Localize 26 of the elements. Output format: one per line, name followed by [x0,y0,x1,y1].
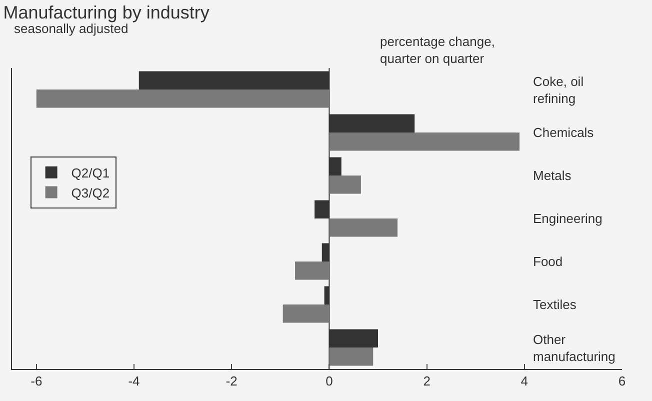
x-tick-label: 4 [520,374,528,389]
bar [329,176,361,194]
x-tick-label: -2 [226,374,238,389]
x-tick-label: 6 [618,374,626,389]
bar [329,132,520,151]
y-tick-label: Other manufacturing [533,332,616,364]
bar [282,304,330,323]
x-tick-label: 0 [326,374,333,389]
chart-subtitle: seasonally adjusted [14,21,128,36]
y-tick-label: Coke, oil refining [533,74,584,106]
text: percentage change, quarter on quarter [380,34,495,66]
y-tick-label: Engineering [533,211,602,226]
x-tick-label: -6 [30,374,42,389]
chart-title: Manufacturing by industry [3,2,210,23]
legend-label: Q2/Q1 [71,165,110,180]
x-tick-label: -4 [128,374,140,389]
bar [329,348,374,366]
legend-label: Q3/Q2 [71,185,110,200]
y-tick-label: Metals [533,168,572,183]
bar [329,218,398,237]
y-tick-label: Food [533,254,563,269]
y-tick-label: Chemicals [533,125,594,140]
x-tick-label: 2 [423,374,430,389]
y-tick-label: Textiles [533,297,577,312]
bar [36,90,330,108]
bar [295,262,330,280]
